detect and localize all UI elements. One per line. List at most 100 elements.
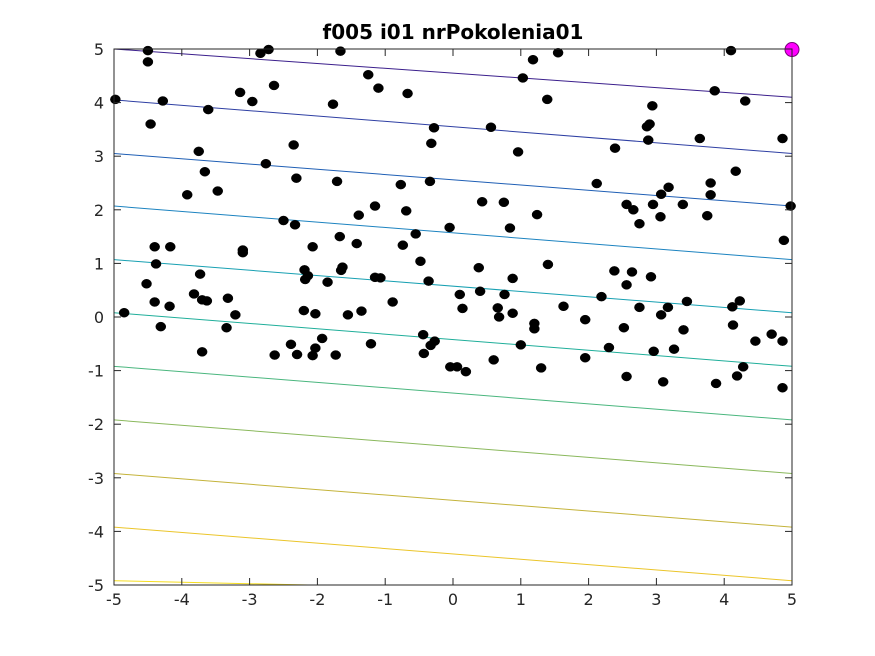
data-point — [291, 349, 303, 360]
data-point — [488, 355, 499, 365]
data-point — [400, 206, 412, 216]
data-point — [335, 46, 346, 56]
data-points — [110, 42, 800, 393]
data-point — [285, 339, 297, 350]
data-point — [230, 310, 241, 320]
data-point — [596, 291, 607, 302]
data-point — [363, 69, 374, 80]
data-point — [657, 377, 669, 387]
data-point — [705, 190, 716, 200]
data-point — [507, 308, 518, 318]
data-point — [473, 262, 485, 273]
data-point — [353, 210, 365, 220]
data-point — [155, 321, 167, 332]
data-point — [395, 179, 407, 190]
data-point — [515, 340, 527, 350]
data-point — [351, 238, 362, 249]
data-point — [609, 266, 620, 276]
data-point — [322, 277, 333, 287]
data-point — [662, 302, 674, 313]
data-point — [150, 259, 162, 269]
data-point — [269, 350, 280, 360]
data-point — [302, 270, 314, 281]
data-point — [710, 378, 722, 389]
data-point — [558, 301, 569, 312]
data-point — [725, 45, 737, 56]
y-tick-label: 1 — [94, 254, 104, 273]
data-point — [499, 289, 510, 300]
data-point — [212, 186, 223, 196]
data-point — [785, 201, 796, 211]
data-point — [504, 223, 516, 233]
data-point — [647, 101, 658, 111]
data-point — [424, 176, 436, 187]
data-point — [260, 158, 272, 169]
data-point — [375, 273, 386, 283]
data-point — [621, 280, 632, 290]
x-tick-label: -4 — [174, 590, 190, 609]
y-tick-label: -2 — [88, 415, 104, 434]
x-tick-label: 2 — [584, 590, 594, 609]
x-tick-label: 4 — [719, 590, 729, 609]
data-point — [621, 199, 632, 210]
contour-line-8 — [114, 473, 792, 528]
contour-line-10 — [114, 580, 331, 585]
data-point — [373, 83, 384, 93]
y-tick-label: 4 — [94, 94, 104, 113]
x-axis-ticks: -5 -4 -3 -2 -1 0 1 2 3 4 5 — [106, 49, 797, 609]
data-point — [498, 197, 510, 208]
contour-line-6 — [114, 365, 792, 421]
data-point — [626, 267, 638, 277]
data-point — [289, 220, 301, 230]
x-tick-label: -5 — [106, 590, 122, 609]
chart-title: f005 i01 nrPokolenia01 — [323, 20, 584, 44]
data-point — [369, 201, 381, 211]
data-point — [142, 57, 154, 67]
contour-line-9 — [114, 526, 792, 582]
data-point — [221, 322, 232, 333]
data-point — [645, 272, 657, 282]
data-point — [316, 333, 328, 344]
data-point — [201, 296, 213, 306]
data-point — [234, 87, 246, 98]
data-point — [415, 256, 426, 267]
data-point — [288, 140, 299, 150]
data-point — [647, 199, 659, 210]
data-point — [342, 310, 354, 320]
data-point — [527, 54, 539, 65]
contour-line-2 — [114, 153, 792, 207]
data-point — [493, 312, 505, 322]
x-tick-label: -3 — [242, 590, 258, 609]
data-point — [644, 119, 655, 129]
data-point — [628, 205, 639, 215]
contour-line-3 — [114, 205, 792, 261]
y-tick-label: -1 — [88, 362, 104, 381]
data-point — [739, 96, 751, 106]
data-point — [778, 235, 790, 246]
data-point — [731, 371, 743, 381]
data-point — [278, 215, 289, 226]
data-point — [648, 346, 659, 357]
data-point — [579, 314, 591, 325]
x-tick-label: 3 — [651, 590, 661, 609]
data-point — [157, 96, 169, 106]
data-point — [609, 143, 621, 153]
data-point — [410, 229, 421, 239]
y-tick-label: 5 — [94, 40, 104, 59]
data-point — [142, 45, 154, 56]
data-point — [330, 350, 341, 360]
y-tick-label: 2 — [94, 201, 104, 220]
data-point — [750, 336, 761, 346]
data-point — [705, 178, 716, 188]
data-point — [247, 96, 258, 107]
data-point — [603, 342, 615, 353]
data-point — [356, 306, 367, 316]
data-point — [188, 289, 200, 299]
data-point — [702, 210, 713, 221]
data-point — [402, 88, 413, 99]
data-point — [621, 371, 632, 382]
contour-line-7 — [114, 419, 792, 475]
data-point — [423, 276, 434, 286]
data-point — [777, 383, 788, 393]
data-point — [307, 242, 318, 252]
